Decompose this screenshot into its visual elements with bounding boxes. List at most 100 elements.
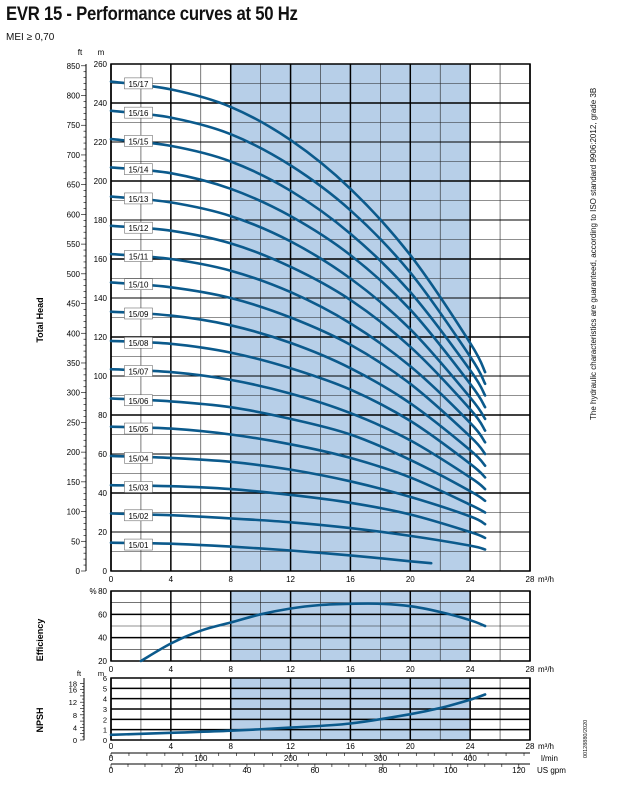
head-x-tick-label: 0 (109, 575, 114, 584)
head-x-tick-label: 24 (466, 575, 475, 584)
npsh-x-tick-label: 8 (228, 742, 233, 751)
gpm-tick-label: 40 (242, 766, 251, 775)
npsh-frame (110, 677, 531, 741)
curve-label: 15/14 (128, 166, 149, 175)
curve-label: 15/01 (128, 541, 149, 550)
head-x-tick-label: 4 (169, 575, 174, 584)
curve-label: 15/04 (128, 454, 149, 463)
head-curve-15-17 (109, 80, 487, 374)
npsh-ft-unit: ft (77, 669, 82, 678)
curve-label: 15/08 (128, 339, 149, 348)
head-frame (110, 63, 531, 572)
npsh-ft-tick-label: 16 (69, 686, 77, 695)
npsh-x-tick-label: 20 (406, 742, 415, 751)
curve-label: 15/13 (128, 195, 149, 204)
gpm-tick-label: 80 (378, 766, 387, 775)
curve-label: 15/03 (128, 484, 149, 493)
npsh-m-unit: m (98, 669, 104, 678)
curve-label-box (124, 135, 153, 147)
lmin-tick-label: 300 (374, 754, 388, 763)
head-m-tick-label: 80 (98, 411, 107, 420)
npsh-ft-tick-label: 12 (69, 698, 77, 707)
head-ft-tick-label: 100 (67, 508, 81, 517)
head-m-unit: m (98, 48, 105, 57)
efficiency-x-tick-label: 20 (406, 665, 415, 674)
curve-label: 15/06 (128, 397, 149, 406)
lmin-tick-label: 200 (284, 754, 298, 763)
efficiency-unit: % (89, 587, 96, 596)
efficiency-tick-label: 80 (98, 587, 107, 596)
head-ft-tick-label: 50 (71, 537, 80, 546)
efficiency-x-tick-label: 8 (228, 665, 233, 674)
head-ft-tick-label: 500 (67, 270, 81, 279)
npsh-curve (109, 693, 487, 737)
head-ft-tick-label: 450 (67, 300, 81, 309)
curve-label-box (124, 422, 153, 435)
head-x-tick-label: 8 (228, 575, 233, 584)
curve-label-box (124, 307, 153, 320)
curve-label-box (124, 106, 153, 119)
curve-label-box (124, 394, 153, 407)
efficiency-frame (110, 590, 531, 662)
head-m-tick-label: 260 (94, 60, 108, 69)
npsh-ft-tick-label: 0 (73, 736, 77, 745)
head-ft-unit: ft (78, 48, 83, 57)
curve-label-box (124, 336, 153, 349)
efficiency-x-tick-label: 4 (169, 665, 174, 674)
curve-label-box (124, 250, 153, 262)
head-ft-tick-label: 850 (67, 62, 81, 71)
head-ft-tick-label: 200 (67, 448, 81, 457)
head-curve-15-06 (109, 397, 487, 503)
lmin-tick-label: 100 (194, 754, 208, 763)
head-ft-tick-label: 400 (67, 329, 81, 338)
head-ft-tick-label: 300 (67, 389, 81, 398)
npsh-x-tick-label: 16 (346, 742, 355, 751)
curve-label-box (124, 77, 153, 90)
head-curve-15-01 (109, 541, 433, 565)
efficiency-tick-label: 60 (98, 610, 107, 619)
head-ft-tick-label: 350 (67, 359, 81, 368)
curve-label-box (124, 452, 153, 464)
head-curve-15-11 (109, 252, 487, 444)
lmin-unit: l/min (541, 754, 558, 763)
efficiency-x-tick-label: 12 (286, 665, 295, 674)
head-curve-15-09 (109, 310, 487, 467)
head-curve-15-07 (109, 367, 487, 491)
lmin-tick-label: 0 (109, 754, 114, 763)
head-m-tick-label: 100 (94, 372, 108, 381)
head-ft-tick-label: 250 (67, 418, 81, 427)
curve-label: 15/09 (128, 310, 149, 319)
curve-label-box (124, 278, 153, 290)
npsh-ft-tick-label: 8 (73, 711, 77, 720)
lmin-tick-label: 400 (463, 754, 477, 763)
curve-label: 15/17 (128, 80, 149, 89)
curve-label-box (124, 481, 153, 493)
curve-label-box (124, 221, 153, 234)
efficiency-x-tick-label: 16 (346, 665, 355, 674)
head-ft-tick-label: 0 (76, 567, 81, 576)
curve-label: 15/05 (128, 425, 149, 434)
head-ft-tick-label: 700 (67, 151, 81, 160)
head-x-tick-label: 12 (286, 575, 295, 584)
head-x-tick-label: 20 (406, 575, 415, 584)
curve-label-box (124, 538, 153, 551)
gpm-tick-label: 0 (109, 766, 114, 775)
npsh-m-tick-label: 3 (103, 705, 107, 714)
npsh-ft-tick-label: 18 (69, 679, 77, 688)
head-ft-tick-label: 750 (67, 121, 81, 130)
npsh-x-tick-label: 4 (169, 742, 174, 751)
npsh-m-tick-label: 4 (103, 695, 107, 704)
head-curve-15-02 (109, 512, 487, 551)
gpm-tick-label: 60 (310, 766, 319, 775)
npsh-m-tick-label: 6 (103, 674, 107, 683)
curve-label: 15/02 (128, 512, 149, 521)
head-m-tick-label: 120 (94, 333, 108, 342)
curve-label-box (124, 509, 153, 522)
head-ft-tick-label: 150 (67, 478, 81, 487)
npsh-m-tick-label: 1 (103, 726, 107, 735)
efficiency-tick-label: 20 (98, 657, 107, 666)
efficiency-x-tick-label: 24 (466, 665, 475, 674)
head-curve-15-12 (109, 224, 487, 432)
curve-label-box (124, 365, 153, 377)
head-m-tick-label: 200 (94, 177, 108, 186)
